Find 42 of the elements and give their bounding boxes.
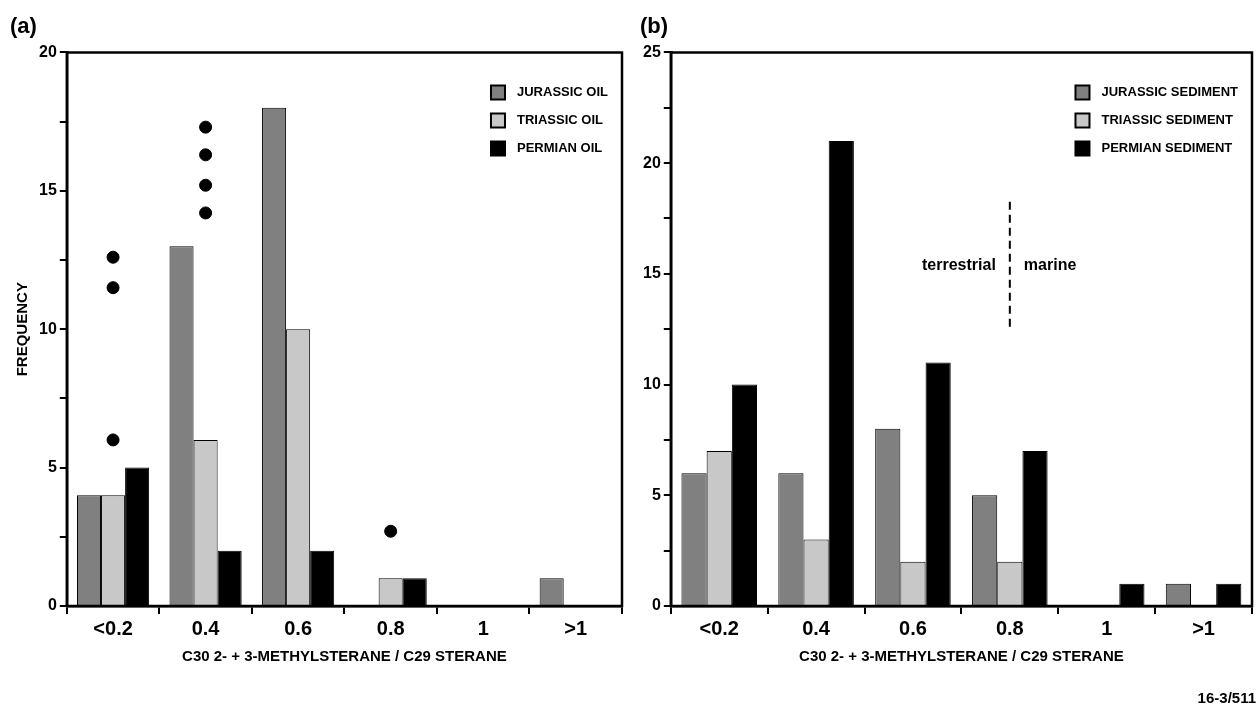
x-tick-label: 0.4 [802,616,831,639]
y-tick-label: 5 [651,485,661,503]
x-tick-label: <0.2 [699,616,739,639]
y-tick-label: 10 [39,319,57,337]
bar [125,467,150,605]
chart-title: (a) [10,13,37,39]
y-tick-label: 20 [643,153,661,171]
annotation: terrestrial [922,255,996,273]
annotation: marine [1023,255,1077,273]
x-tick-label: 1 [1101,616,1113,639]
y-tick-label: 0 [47,596,57,614]
legend-label: PERMIAN SEDIMENT [1101,139,1233,155]
y-axis-title: FREQUENCY [13,282,31,377]
chart-title: (b) [640,13,669,39]
y-tick-label: 20 [39,42,57,60]
bar [1119,583,1145,605]
legend-label: PERMIAN OIL [516,139,603,155]
x-axis-title: C30 2- + 3-METHYLSTERANE / C29 STERANE [799,647,1124,665]
x-axis-title: C30 2- + 3-METHYLSTERANE / C29 STERANE [182,647,507,665]
x-tick-label: <0.2 [93,616,133,639]
legend-label: JURASSIC OIL [516,83,609,99]
x-tick-label: 1 [477,616,489,639]
x-tick-label: >1 [564,616,588,639]
bar [1216,583,1242,605]
legend-label: TRIASSIC SEDIMENT [1101,111,1233,127]
text: 16-3/511 [1197,688,1256,706]
y-tick-label: 0 [651,596,661,614]
y-tick-label: 10 [643,374,661,392]
x-tick-label: 0.6 [284,616,313,639]
legend-label: JURASSIC SEDIMENT [1101,83,1239,99]
y-tick-label: 15 [39,181,57,199]
y-tick-label: 5 [47,458,57,476]
y-tick-label: 15 [643,264,661,282]
x-tick-label: 0.6 [899,616,927,639]
y-tick-label: 25 [643,42,661,60]
bar [217,550,242,605]
bar [402,578,427,605]
x-tick-label: 0.8 [376,616,405,639]
x-tick-label: 0.8 [995,616,1024,639]
legend-label: TRIASSIC OIL [516,111,603,127]
x-tick-label: >1 [1192,616,1215,639]
x-tick-label: 0.4 [191,616,221,639]
